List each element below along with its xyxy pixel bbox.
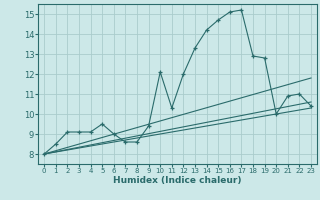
X-axis label: Humidex (Indice chaleur): Humidex (Indice chaleur) [113, 176, 242, 185]
